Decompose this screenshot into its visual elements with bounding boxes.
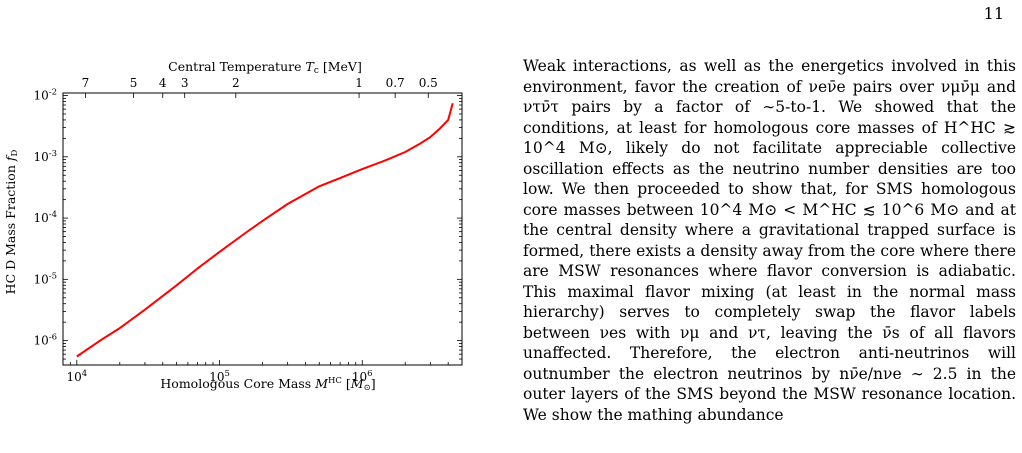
y-tick-label: 10-5	[33, 271, 57, 286]
top-tick-label: 7	[82, 76, 90, 90]
top-tick-label: 3	[181, 76, 189, 90]
top-tick-label: 5	[130, 76, 138, 90]
top-tick-label: 4	[159, 76, 167, 90]
y-tick-label: 10-6	[33, 333, 57, 348]
top-tick-label: 0.7	[386, 76, 405, 90]
top-tick-label: 1	[355, 76, 363, 90]
plot-frame	[62, 92, 463, 366]
body-text-column: Weak interactions, as well as the energe…	[523, 56, 1016, 425]
page-number: 11	[983, 4, 1004, 23]
ticks: 104 105 106 10-6 10-5 10-4 10-3 10-2 7 5 4 3 2 1 0.7 0.…	[33, 76, 463, 384]
fd-series-line	[76, 102, 454, 358]
series	[76, 102, 454, 358]
body-paragraph-text: Weak interactions, as well as the energe…	[523, 57, 1016, 424]
x-tick-label: 105	[209, 369, 230, 384]
chart-svg: 104 105 106 10-6 10-5 10-4 10-3 10-2 7 5 4 3 2 1 0.7 0.…	[3, 59, 463, 393]
axes	[62, 92, 463, 366]
top-axis-label: Central Temperature Tc [MeV]	[168, 59, 362, 76]
figure-fd-vs-core-mass: 104 105 106 10-6 10-5 10-4 10-3 10-2 7 5 4 3 2 1 0.7 0.…	[0, 48, 490, 449]
y-axis-label: HC D Mass Fraction fD	[3, 150, 20, 295]
top-tick-label: 2	[232, 76, 240, 90]
top-tick-label: 0.5	[419, 76, 438, 90]
x-axis-label: Homologous Core Mass MHC [M⊙]	[160, 376, 375, 393]
x-tick-label: 104	[66, 369, 87, 384]
y-tick-label: 10-4	[33, 210, 57, 225]
y-tick-label: 10-3	[33, 149, 57, 164]
body-paragraph: Weak interactions, as well as the energe…	[523, 56, 1016, 425]
x-tick-label: 106	[352, 369, 373, 384]
y-tick-label: 10-2	[33, 88, 57, 103]
